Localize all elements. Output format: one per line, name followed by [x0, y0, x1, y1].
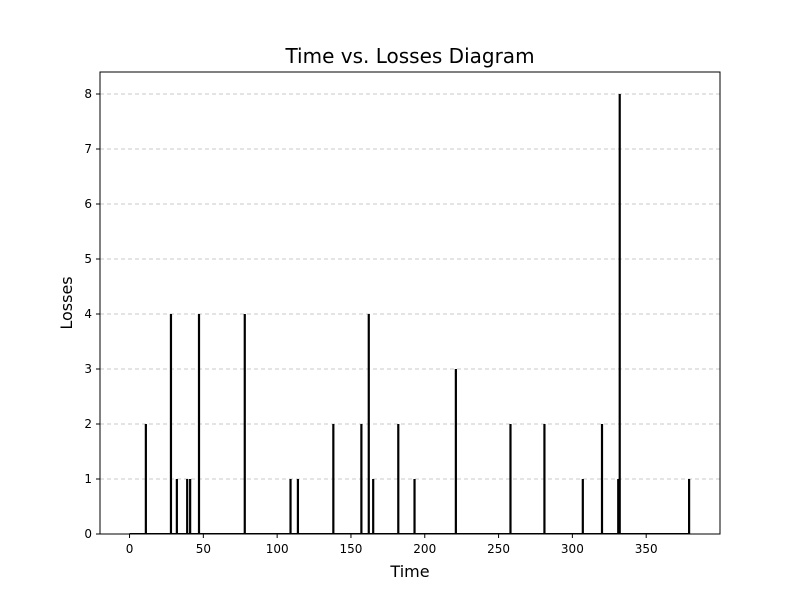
- bar: [175, 479, 178, 534]
- y-tick-label: 0: [84, 527, 92, 541]
- bar: [360, 424, 363, 534]
- y-tick-label: 8: [84, 87, 92, 101]
- bar: [169, 314, 173, 534]
- y-tick-label: 1: [84, 472, 92, 486]
- y-tick-label: 6: [84, 197, 92, 211]
- plot-area: [100, 72, 720, 534]
- y-tick-label: 2: [84, 417, 92, 431]
- x-tick-label: 100: [266, 542, 289, 556]
- bar: [397, 424, 400, 534]
- x-tick-label: 150: [339, 542, 362, 556]
- x-tick-label: 200: [413, 542, 436, 556]
- bar: [543, 424, 546, 534]
- bar: [367, 314, 370, 534]
- bar: [197, 314, 201, 534]
- bar: [332, 424, 335, 534]
- bar: [413, 479, 416, 534]
- x-tick-label: 250: [487, 542, 510, 556]
- bars-layer: [144, 94, 691, 534]
- x-tick-label: 350: [635, 542, 658, 556]
- y-tick-label: 5: [84, 252, 92, 266]
- x-axis-ticks: 0 50 100 150 200 250 300 350: [126, 534, 658, 556]
- bar: [189, 479, 192, 534]
- bar: [581, 479, 584, 534]
- bar: [186, 479, 189, 534]
- y-tick-label: 4: [84, 307, 92, 321]
- bar: [454, 369, 457, 534]
- x-tick-label: 50: [196, 542, 211, 556]
- y-tick-label: 3: [84, 362, 92, 376]
- x-tick-label: 300: [561, 542, 584, 556]
- bar: [509, 424, 512, 534]
- bar: [617, 479, 620, 534]
- bar: [372, 479, 375, 534]
- x-axis-label: Time: [389, 562, 429, 581]
- bar: [243, 314, 246, 534]
- bar: [296, 479, 300, 534]
- bar: [600, 424, 604, 534]
- bar: [688, 479, 691, 534]
- y-axis-ticks: 0 1 2 3 4 5 6 7 8: [84, 87, 100, 541]
- bar: [144, 424, 147, 534]
- bar: [289, 479, 292, 534]
- plot-frame: [99, 71, 721, 535]
- y-tick-label: 7: [84, 142, 92, 156]
- grid-layer: [100, 93, 720, 480]
- bar: [618, 94, 621, 534]
- x-tick-label: 0: [126, 542, 134, 556]
- y-axis-label: Losses: [57, 276, 76, 329]
- chart-title: Time vs. Losses Diagram: [284, 44, 534, 68]
